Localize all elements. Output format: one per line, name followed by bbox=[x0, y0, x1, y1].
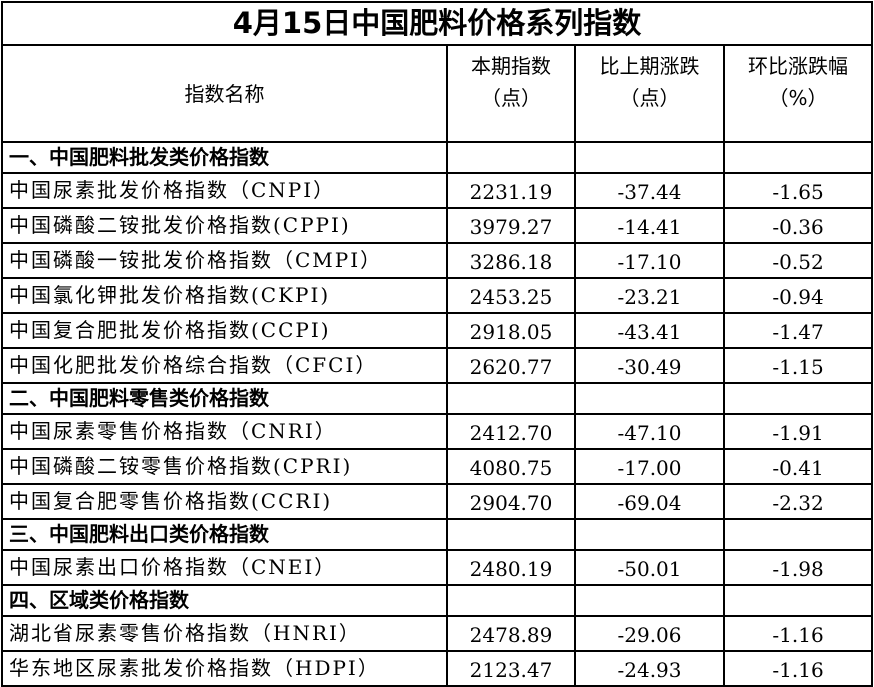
table-row: 湖北省尿素零售价格指数（HNRI） 2478.89 -29.06 -1.16 bbox=[1, 615, 874, 652]
index-change: -69.04 bbox=[574, 483, 725, 520]
header-pct-unit: （%） bbox=[768, 86, 828, 110]
index-value: 2478.89 bbox=[446, 615, 576, 652]
index-value: 2918.05 bbox=[446, 312, 576, 349]
table-row: 中国尿素出口价格指数（CNEI） 2480.19 -50.01 -1.98 bbox=[1, 549, 874, 586]
table-row: 中国尿素批发价格指数（CNPI） 2231.19 -37.44 -1.65 bbox=[1, 172, 874, 209]
header-name: 指数名称 bbox=[1, 44, 448, 143]
index-name: 中国化肥批发价格综合指数（CFCI） bbox=[1, 347, 448, 384]
header-change: 比上期涨跌 （点） bbox=[574, 44, 725, 143]
header-current-unit: （点） bbox=[481, 86, 541, 110]
index-name: 中国复合肥批发价格指数(CCPI) bbox=[1, 312, 448, 349]
section-title: 三、中国肥料出口类价格指数 bbox=[1, 518, 448, 551]
empty-cell bbox=[574, 584, 725, 617]
table-row: 中国复合肥零售价格指数(CCRI) 2904.70 -69.04 -2.32 bbox=[1, 483, 874, 520]
index-name: 中国磷酸二铵批发价格指数(CPPI) bbox=[1, 207, 448, 244]
empty-cell bbox=[446, 382, 576, 415]
section-row: 一、中国肥料批发类价格指数 bbox=[1, 141, 874, 174]
index-change: -29.06 bbox=[574, 615, 725, 652]
index-change: -50.01 bbox=[574, 549, 725, 586]
index-pct: -0.94 bbox=[722, 277, 874, 314]
index-value: 3979.27 bbox=[446, 207, 576, 244]
index-pct: -0.41 bbox=[722, 448, 874, 485]
index-name: 中国尿素出口价格指数（CNEI） bbox=[1, 549, 448, 586]
table-row: 中国尿素零售价格指数（CNRI） 2412.70 -47.10 -1.91 bbox=[1, 413, 874, 450]
empty-cell bbox=[574, 141, 725, 174]
empty-cell bbox=[722, 141, 874, 174]
section-title: 二、中国肥料零售类价格指数 bbox=[1, 382, 448, 415]
index-name: 中国磷酸一铵批发价格指数（CMPI） bbox=[1, 242, 448, 279]
empty-cell bbox=[446, 141, 576, 174]
index-pct: -1.16 bbox=[722, 615, 874, 652]
index-change: -47.10 bbox=[574, 413, 725, 450]
header-change-unit: （点） bbox=[619, 86, 680, 110]
empty-cell bbox=[722, 518, 874, 551]
header-pct-label: 环比涨跌幅 bbox=[748, 54, 849, 78]
index-value: 2904.70 bbox=[446, 483, 576, 520]
index-name: 中国尿素零售价格指数（CNRI） bbox=[1, 413, 448, 450]
header-current: 本期指数 （点） bbox=[446, 44, 576, 143]
section-title: 四、区域类价格指数 bbox=[1, 584, 448, 617]
index-change: -17.10 bbox=[574, 242, 725, 279]
index-value: 2231.19 bbox=[446, 172, 576, 209]
index-pct: -1.98 bbox=[722, 549, 874, 586]
index-value: 4080.75 bbox=[446, 448, 576, 485]
section-row: 二、中国肥料零售类价格指数 bbox=[1, 382, 874, 415]
index-change: -37.44 bbox=[574, 172, 725, 209]
index-value: 2620.77 bbox=[446, 347, 576, 384]
index-pct: -1.15 bbox=[722, 347, 874, 384]
empty-cell bbox=[574, 382, 725, 415]
index-pct: -0.52 bbox=[722, 242, 874, 279]
index-value: 2453.25 bbox=[446, 277, 576, 314]
header-current-label: 本期指数 bbox=[471, 54, 551, 78]
index-change: -30.49 bbox=[574, 347, 725, 384]
empty-cell bbox=[722, 584, 874, 617]
table-row: 中国氯化钾批发价格指数(CKPI) 2453.25 -23.21 -0.94 bbox=[1, 277, 874, 314]
index-change: -23.21 bbox=[574, 277, 725, 314]
index-name: 中国氯化钾批发价格指数(CKPI) bbox=[1, 277, 448, 314]
index-pct: -1.47 bbox=[722, 312, 874, 349]
index-name: 中国尿素批发价格指数（CNPI） bbox=[1, 172, 448, 209]
index-change: -43.41 bbox=[574, 312, 725, 349]
table-row: 中国磷酸二铵零售价格指数(CPRI) 4080.75 -17.00 -0.41 bbox=[1, 448, 874, 485]
index-value: 3286.18 bbox=[446, 242, 576, 279]
table-row: 中国磷酸一铵批发价格指数（CMPI） 3286.18 -17.10 -0.52 bbox=[1, 242, 874, 279]
index-name: 湖北省尿素零售价格指数（HNRI） bbox=[1, 615, 448, 652]
header-change-label: 比上期涨跌 bbox=[599, 54, 700, 78]
table-row: 中国化肥批发价格综合指数（CFCI） 2620.77 -30.49 -1.15 bbox=[1, 347, 874, 384]
index-pct: -2.32 bbox=[722, 483, 874, 520]
index-pct: -0.36 bbox=[722, 207, 874, 244]
header-pct: 环比涨跌幅 （%） bbox=[722, 44, 874, 143]
section-title: 一、中国肥料批发类价格指数 bbox=[1, 141, 448, 174]
table-row: 中国磷酸二铵批发价格指数(CPPI) 3979.27 -14.41 -0.36 bbox=[1, 207, 874, 244]
index-pct: -1.65 bbox=[722, 172, 874, 209]
section-row: 三、中国肥料出口类价格指数 bbox=[1, 518, 874, 551]
empty-cell bbox=[574, 518, 725, 551]
index-name: 中国复合肥零售价格指数(CCRI) bbox=[1, 483, 448, 520]
index-name: 中国磷酸二铵零售价格指数(CPRI) bbox=[1, 448, 448, 485]
section-row: 四、区域类价格指数 bbox=[1, 584, 874, 617]
index-value: 2480.19 bbox=[446, 549, 576, 586]
index-change: -14.41 bbox=[574, 207, 725, 244]
empty-cell bbox=[722, 382, 874, 415]
empty-cell bbox=[446, 584, 576, 617]
index-change: -17.00 bbox=[574, 448, 725, 485]
index-value: 2412.70 bbox=[446, 413, 576, 450]
index-pct: -1.91 bbox=[722, 413, 874, 450]
table-row: 中国复合肥批发价格指数(CCPI) 2918.05 -43.41 -1.47 bbox=[1, 312, 874, 349]
empty-cell bbox=[446, 518, 576, 551]
table-title: 4月15日中国肥料价格系列指数 bbox=[0, 1, 874, 46]
